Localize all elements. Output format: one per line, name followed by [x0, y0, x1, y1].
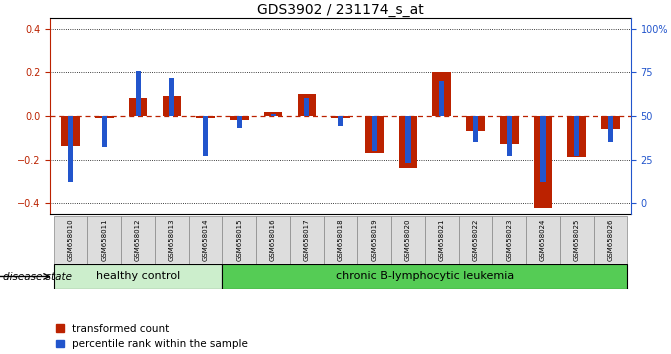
Bar	[121, 216, 155, 264]
Bar	[237, 116, 242, 128]
Bar	[365, 116, 384, 153]
Bar	[466, 116, 484, 131]
Bar	[425, 216, 459, 264]
Bar	[129, 98, 148, 116]
Bar	[189, 216, 222, 264]
Text: GSM658017: GSM658017	[304, 218, 310, 261]
Bar	[594, 216, 627, 264]
Bar	[162, 96, 181, 116]
Bar	[391, 216, 425, 264]
Bar	[230, 116, 248, 120]
Bar	[372, 116, 377, 151]
Text: GSM658015: GSM658015	[236, 218, 242, 261]
Bar	[440, 81, 444, 116]
Legend: transformed count, percentile rank within the sample: transformed count, percentile rank withi…	[56, 324, 248, 349]
Bar	[54, 264, 222, 289]
Bar	[155, 216, 189, 264]
Text: GSM658026: GSM658026	[607, 218, 613, 261]
Bar	[358, 216, 391, 264]
Bar	[540, 116, 546, 182]
Bar	[526, 216, 560, 264]
Bar	[331, 116, 350, 118]
Text: GSM658021: GSM658021	[439, 218, 445, 261]
Text: GSM658012: GSM658012	[135, 218, 141, 261]
Bar	[297, 94, 316, 116]
Bar	[95, 116, 113, 118]
Bar	[433, 72, 451, 116]
Bar	[290, 216, 323, 264]
Bar	[399, 116, 417, 169]
Text: GSM658020: GSM658020	[405, 218, 411, 261]
Text: GSM658011: GSM658011	[101, 218, 107, 261]
Bar	[169, 78, 174, 116]
Bar	[87, 216, 121, 264]
Bar	[338, 116, 343, 126]
Bar	[68, 116, 73, 182]
Bar	[197, 116, 215, 118]
Bar	[500, 116, 519, 144]
Bar	[601, 116, 620, 129]
Bar	[256, 216, 290, 264]
Text: GSM658019: GSM658019	[371, 218, 377, 261]
Bar	[323, 216, 358, 264]
Bar	[264, 112, 282, 116]
Text: GSM658013: GSM658013	[169, 218, 175, 261]
Bar	[270, 114, 276, 116]
Bar	[533, 116, 552, 207]
Bar	[473, 116, 478, 142]
Bar	[507, 116, 512, 156]
Bar	[568, 116, 586, 158]
Text: disease state: disease state	[3, 272, 72, 282]
Bar	[61, 116, 80, 147]
Text: GSM658010: GSM658010	[68, 218, 74, 261]
Bar	[560, 216, 594, 264]
Bar	[54, 216, 87, 264]
Text: GSM658024: GSM658024	[540, 219, 546, 261]
Text: chronic B-lymphocytic leukemia: chronic B-lymphocytic leukemia	[336, 272, 514, 281]
Text: GSM658022: GSM658022	[472, 219, 478, 261]
Bar	[304, 98, 309, 116]
Text: GSM658025: GSM658025	[574, 219, 580, 261]
Text: healthy control: healthy control	[96, 272, 180, 281]
Bar	[608, 116, 613, 142]
Bar	[222, 216, 256, 264]
Text: GSM658014: GSM658014	[203, 218, 209, 261]
Bar	[203, 116, 208, 156]
Bar	[493, 216, 526, 264]
Bar	[222, 264, 627, 289]
Title: GDS3902 / 231174_s_at: GDS3902 / 231174_s_at	[257, 3, 424, 17]
Bar	[405, 116, 411, 163]
Bar	[136, 70, 141, 116]
Bar	[459, 216, 493, 264]
Text: GSM658016: GSM658016	[270, 218, 276, 261]
Text: GSM658018: GSM658018	[338, 218, 344, 261]
Bar	[102, 116, 107, 147]
Bar	[574, 116, 579, 156]
Text: GSM658023: GSM658023	[506, 218, 512, 261]
